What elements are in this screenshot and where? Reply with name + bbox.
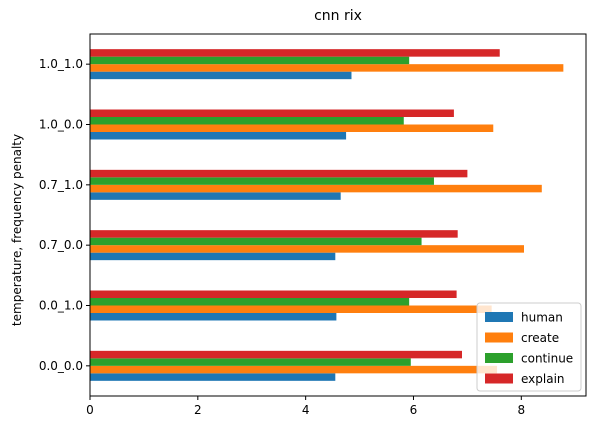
y-tick-label: 0.0_0.0 <box>39 359 83 373</box>
bar-create-1.0_1.0 <box>90 64 563 72</box>
bar-create-0.0_1.0 <box>90 306 492 314</box>
y-tick-label: 0.7_1.0 <box>39 178 83 192</box>
bar-continue-0.0_0.0 <box>90 358 411 366</box>
bar-continue-0.0_1.0 <box>90 298 409 306</box>
chart-title: cnn rix <box>314 8 362 24</box>
legend-swatch-human <box>485 312 513 322</box>
x-tick-label: 8 <box>517 403 525 417</box>
x-tick-label: 6 <box>410 403 418 417</box>
bar-continue-0.7_0.0 <box>90 238 422 246</box>
bar-explain-0.0_1.0 <box>90 291 457 299</box>
bar-explain-0.0_0.0 <box>90 351 462 359</box>
y-axis-label: temperature, frequency penalty <box>10 134 24 326</box>
bar-human-0.7_1.0 <box>90 192 341 200</box>
y-tick-label: 0.0_1.0 <box>39 299 83 313</box>
bar-explain-1.0_0.0 <box>90 110 454 118</box>
y-tick-label: 0.7_0.0 <box>39 238 83 252</box>
bar-create-1.0_0.0 <box>90 125 493 133</box>
legend-swatch-create <box>485 333 513 343</box>
bar-explain-0.7_0.0 <box>90 230 458 238</box>
legend-swatch-explain <box>485 374 513 384</box>
bar-human-0.0_1.0 <box>90 313 336 321</box>
bar-continue-1.0_1.0 <box>90 57 409 65</box>
legend-label-explain: explain <box>521 372 565 386</box>
legend-swatch-continue <box>485 353 513 363</box>
bar-human-0.7_0.0 <box>90 253 335 261</box>
x-tick-label: 0 <box>86 403 94 417</box>
bar-continue-1.0_0.0 <box>90 117 404 125</box>
x-tick-label: 4 <box>302 403 310 417</box>
legend-label-human: human <box>521 311 563 325</box>
bar-create-0.7_1.0 <box>90 185 542 193</box>
legend-label-continue: continue <box>521 352 573 366</box>
bar-human-1.0_0.0 <box>90 132 346 140</box>
bar-human-0.0_0.0 <box>90 373 335 381</box>
bar-continue-0.7_1.0 <box>90 177 434 185</box>
y-tick-label: 1.0_0.0 <box>39 118 83 132</box>
bar-create-0.7_0.0 <box>90 245 524 253</box>
bar-create-0.0_0.0 <box>90 366 497 374</box>
legend-label-create: create <box>521 331 559 345</box>
y-tick-label: 1.0_1.0 <box>39 57 83 71</box>
x-tick-label: 2 <box>194 403 202 417</box>
legend: human create continue explain <box>477 303 581 391</box>
bar-explain-0.7_1.0 <box>90 170 467 178</box>
bar-explain-1.0_1.0 <box>90 49 500 57</box>
bar-human-1.0_1.0 <box>90 72 351 80</box>
